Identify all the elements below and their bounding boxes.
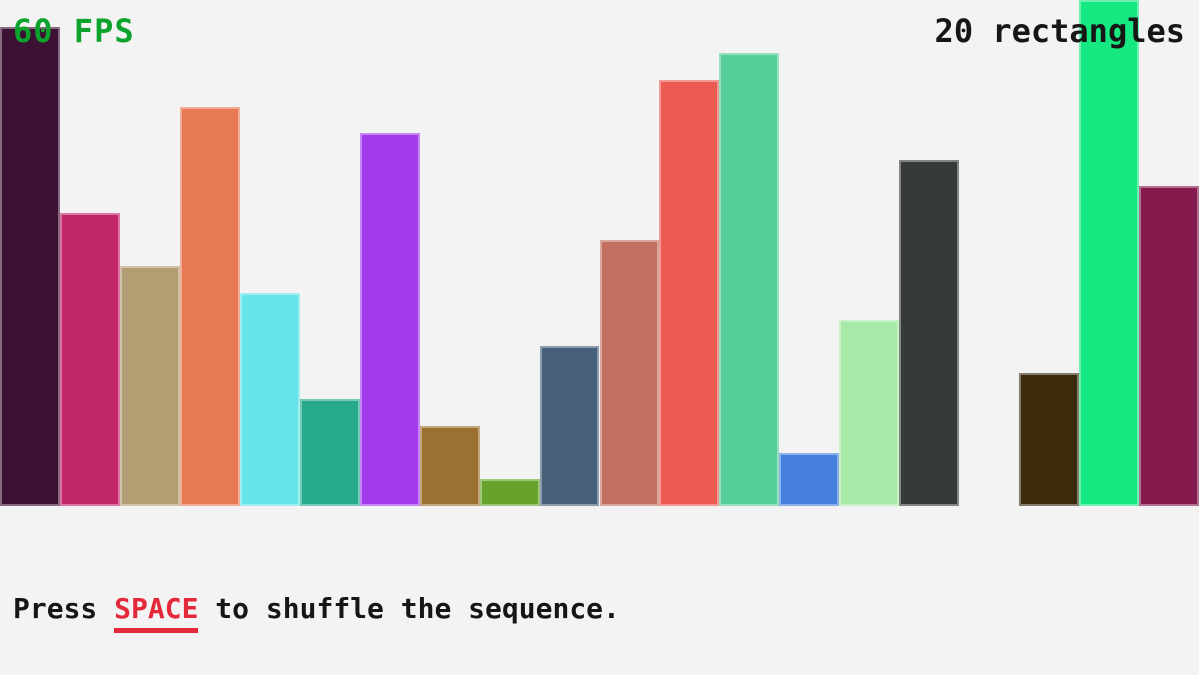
instruction-suffix: to shuffle the sequence.: [198, 592, 620, 625]
rectangle-bar: [299, 399, 360, 506]
rectangle-bar: [119, 266, 180, 506]
rectangle-bar: [1019, 373, 1080, 506]
instruction-prefix: Press: [13, 592, 115, 625]
rectangle-bar: [539, 346, 600, 506]
instructions-panel: Press SPACE to shuffle the sequence. Pre…: [13, 518, 1041, 675]
instruction-line-shuffle: Press SPACE to shuffle the sequence.: [13, 584, 1041, 633]
rectangle-bar: [479, 479, 540, 506]
rectangle-bar: [419, 426, 480, 506]
rectangle-bar: [0, 27, 60, 506]
rectangle-bar: [719, 53, 780, 506]
rectangle-bar: [1139, 186, 1199, 506]
rectangle-bar: [179, 107, 240, 506]
rectangle-bar: [1079, 0, 1140, 506]
rectangle-bar: [599, 240, 660, 506]
rectangle-count-label: 20 rectangles: [934, 12, 1185, 50]
key-space-label: SPACE: [114, 592, 199, 633]
rectangle-bar: [779, 453, 840, 506]
rectangle-bar: [659, 80, 720, 506]
rectangle-bar: [899, 160, 960, 506]
rectangle-bar: [359, 133, 420, 506]
rectangle-bar: [839, 320, 900, 506]
rectangle-bar: [239, 293, 300, 506]
rectangle-bar: [59, 213, 120, 506]
fps-counter: 60 FPS: [13, 12, 135, 50]
